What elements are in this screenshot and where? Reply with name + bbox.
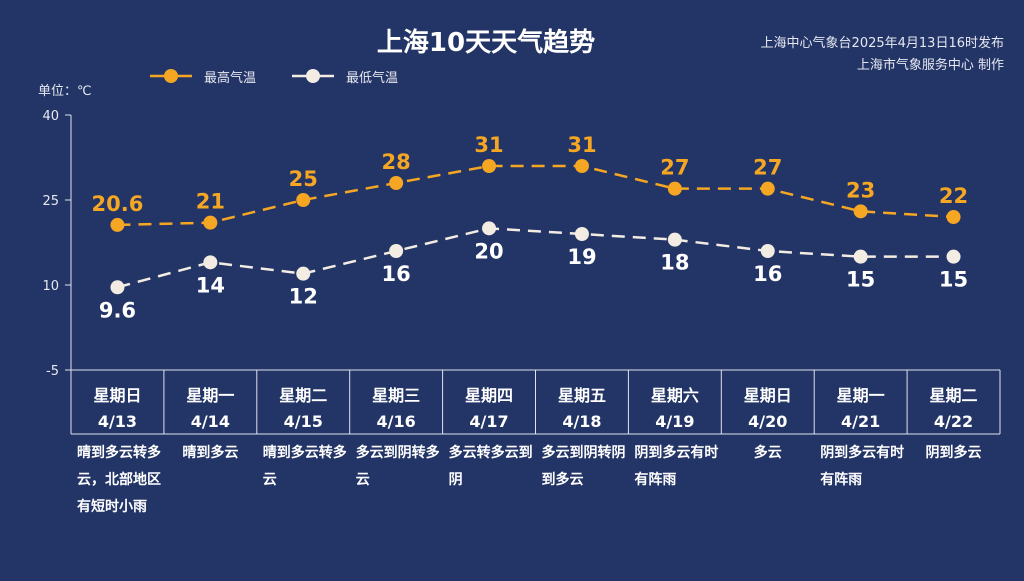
- low-temp-point: [760, 244, 775, 258]
- unit-label: 单位：℃: [38, 84, 92, 99]
- low-temp-line: [117, 227, 954, 289]
- high-temp-point: [574, 159, 589, 173]
- day-condition: 多云转多云到阴: [448, 445, 533, 488]
- legend-high-swatch: [150, 69, 192, 83]
- low-temp-point: [946, 249, 961, 264]
- day-header: 星期三 4/16: [350, 372, 443, 434]
- legend-high-label: 最高气温: [204, 71, 257, 86]
- low-temp-label: 15: [846, 268, 875, 292]
- day-date: 4/19: [655, 412, 695, 431]
- low-temp-label: 9.6: [99, 298, 136, 322]
- high-temp-point: [667, 181, 682, 196]
- day-weekday: 星期日: [743, 386, 792, 405]
- day-header: 星期日 4/13: [71, 372, 164, 434]
- day-weekday: 星期二: [279, 386, 328, 405]
- high-temp-point: [296, 193, 311, 207]
- high-temp-label: 23: [846, 178, 875, 202]
- day-condition: 多云到阴转多云: [355, 445, 440, 488]
- low-temp-point: [482, 221, 497, 236]
- day-header: 星期六 4/19: [628, 372, 721, 434]
- day-weekday: 星期五: [557, 386, 606, 405]
- day-header: 星期二 4/15: [257, 372, 350, 434]
- low-temp-label: 15: [939, 268, 968, 292]
- high-temp-point: [760, 181, 775, 196]
- low-temp-label: 14: [196, 273, 225, 297]
- high-temp-label: 31: [567, 133, 596, 157]
- high-temp-label: 20.6: [92, 192, 144, 216]
- day-condition: 晴到多云转多云: [262, 445, 347, 488]
- low-temp-label: 16: [382, 262, 411, 286]
- y-tick-label: 40: [42, 109, 59, 124]
- y-tick-label: -5: [46, 364, 59, 379]
- day-weekday: 星期日: [93, 386, 142, 405]
- high-temp-label: 22: [939, 184, 968, 208]
- day-weekday: 星期四: [465, 386, 514, 405]
- day-condition: 多云到阴转阴到多云: [541, 445, 626, 488]
- low-temp-label: 19: [567, 245, 596, 269]
- day-condition: 晴到多云转多云，北部地区有短时小雨: [77, 445, 161, 515]
- y-tick-label: 10: [42, 279, 59, 294]
- page-title: 上海10天天气趋势: [376, 28, 596, 58]
- day-date: 4/13: [97, 412, 138, 431]
- high-temp-label: 27: [660, 156, 689, 180]
- high-temp-point: [946, 210, 961, 224]
- high-temp-point: [389, 176, 404, 190]
- issuer-line-1: 上海中心气象台2025年4月13日16时发布: [760, 36, 1004, 51]
- day-condition: 多云: [753, 445, 782, 461]
- day-header: 星期五 4/18: [536, 372, 629, 434]
- high-temp-point: [482, 159, 497, 173]
- low-temp-point: [853, 249, 868, 264]
- high-temp-line: [117, 164, 954, 227]
- legend-low-label: 最低气温: [346, 71, 399, 86]
- day-header: 星期四 4/17: [443, 372, 536, 434]
- low-temp-point: [110, 280, 125, 295]
- issuer-line-2: 上海市气象服务中心 制作: [856, 58, 1004, 73]
- high-temp-point: [203, 215, 218, 230]
- low-temp-label: 12: [289, 285, 318, 309]
- high-temp-label: 31: [474, 133, 503, 157]
- day-date: 4/16: [376, 412, 416, 431]
- day-header: 星期一 4/14: [164, 372, 257, 434]
- low-temp-label: 16: [753, 262, 782, 286]
- day-date: 4/14: [190, 412, 230, 431]
- low-temp-point: [296, 266, 311, 281]
- low-temp-point: [667, 232, 682, 247]
- day-date: 4/20: [748, 412, 788, 431]
- high-temp-point: [110, 217, 125, 232]
- high-temp-label: 21: [196, 190, 225, 214]
- day-header: 星期一 4/21: [814, 372, 907, 434]
- high-temp-label: 27: [753, 156, 782, 180]
- day-header: 星期日 4/20: [721, 372, 814, 434]
- low-temp-point: [389, 244, 404, 258]
- y-tick-label: 25: [42, 194, 59, 209]
- low-temp-point: [203, 255, 218, 270]
- day-weekday: 星期六: [650, 386, 699, 405]
- legend-low-swatch: [292, 69, 334, 83]
- low-temp-label: 20: [474, 239, 503, 263]
- day-date: 4/22: [933, 412, 974, 431]
- day-condition: 阴到多云有时有阵雨: [820, 445, 905, 488]
- day-condition: 阴到多云: [925, 445, 982, 461]
- day-weekday: 星期二: [929, 386, 978, 405]
- day-weekday: 星期三: [372, 386, 421, 405]
- day-date: 4/15: [283, 412, 323, 431]
- day-weekday: 星期一: [186, 386, 235, 405]
- high-temp-point: [853, 204, 868, 219]
- day-date: 4/18: [562, 412, 602, 431]
- low-temp-label: 18: [660, 251, 689, 275]
- issuer-info: 上海中心气象台2025年4月13日16时发布 上海市气象服务中心 制作: [761, 33, 1004, 77]
- day-weekday: 星期一: [836, 386, 885, 405]
- day-condition: 阴到多云有时有阵雨: [634, 445, 719, 488]
- day-date: 4/17: [469, 412, 509, 431]
- day-condition: 晴到多云: [182, 445, 239, 461]
- high-temp-label: 25: [289, 167, 318, 191]
- low-temp-point: [574, 227, 589, 241]
- day-header: 星期二 4/22: [907, 372, 1000, 434]
- day-date: 4/21: [841, 412, 881, 431]
- high-temp-label: 28: [382, 150, 411, 174]
